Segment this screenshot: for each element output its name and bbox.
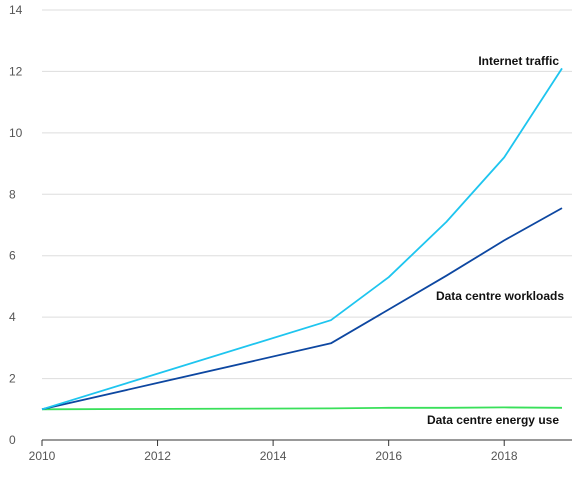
grid-lines: [42, 9, 572, 380]
series-line-data-centre-energy-use: [41, 406, 563, 411]
series-label-data-centre-energy-use: Data centre energy use: [427, 413, 559, 427]
series-label-internet-traffic: Internet traffic: [478, 54, 559, 68]
y-axis-ticks: 0 2 4 6 8 10 12 14: [9, 3, 23, 447]
x-tick-label-2014: 2014: [260, 449, 287, 463]
series-lines: [41, 67, 563, 411]
series-labels: Internet traffic Data centre workloads Dat…: [427, 54, 564, 427]
x-axis-ticks: 2010 2012 2014 2016 2018: [29, 440, 518, 463]
y-tick-label-10: 10: [9, 126, 23, 140]
y-tick-label-8: 8: [9, 187, 16, 201]
x-tick-label-2016: 2016: [375, 449, 402, 463]
x-tick-label-2018: 2018: [491, 449, 518, 463]
series-label-data-centre-workloads: Data centre workloads: [436, 289, 564, 303]
series-line-internet-traffic: [41, 67, 563, 411]
y-tick-label-2: 2: [9, 372, 16, 386]
series-line-data-centre-workloads: [41, 207, 563, 411]
x-tick-label-2010: 2010: [29, 449, 56, 463]
y-tick-label-12: 12: [9, 64, 23, 78]
x-tick-label-2012: 2012: [144, 449, 171, 463]
y-tick-label-4: 4: [9, 310, 16, 324]
y-tick-label-6: 6: [9, 249, 16, 263]
y-tick-label-0: 0: [9, 433, 16, 447]
y-tick-label-14: 14: [9, 3, 23, 17]
